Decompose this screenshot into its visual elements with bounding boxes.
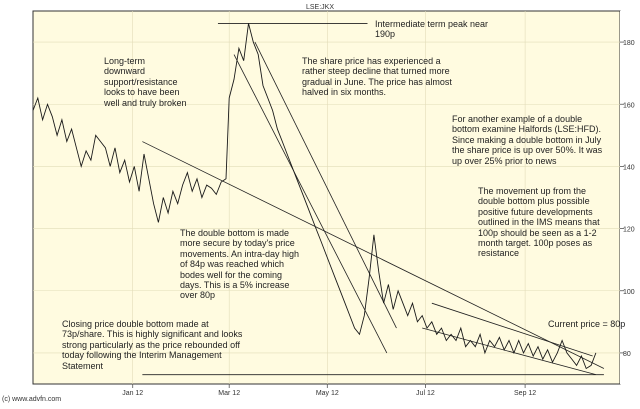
annotation-movement: The movement up from the double bottom p…: [478, 186, 600, 259]
price-series-line: [32, 23, 597, 370]
annotation-halfords: For another example of a double bottom e…: [452, 114, 603, 166]
x-tick-label: Jul 12: [416, 390, 435, 397]
annotation-double-bottom: The double bottom is made more secure by…: [180, 228, 300, 301]
trendline: [233, 54, 388, 354]
x-tick-label: Sep 12: [514, 390, 536, 397]
annotation-peak: Intermediate term peak near 190p: [375, 19, 489, 40]
x-tick-label: Mar 12: [218, 390, 240, 397]
y-tick-label: 80: [623, 351, 631, 358]
chart-title: LSE:JKX: [306, 4, 334, 11]
y-tick-label: 120: [623, 227, 635, 234]
annotation-current-price: Current price = 80p: [548, 319, 626, 329]
annotation-decline: The share price has experienced a rather…: [302, 56, 452, 98]
y-tick-label: 140: [623, 164, 635, 171]
trendline: [422, 327, 596, 376]
y-tick-label: 160: [623, 102, 635, 109]
annotation-long-term: Long-term downward support/resistance lo…: [104, 56, 187, 108]
right-axis-strip: [620, 11, 640, 384]
x-tick-label: May 12: [316, 390, 339, 397]
trendline: [431, 302, 593, 357]
y-tick-label: 100: [623, 289, 635, 296]
y-tick-label: 180: [623, 40, 635, 47]
trendline: [142, 141, 605, 369]
plot-background: [32, 10, 621, 385]
source-credit: (c) www.advfn.com: [2, 396, 61, 403]
annotation-closing: Closing price double bottom made at 73p/…: [62, 319, 243, 371]
trendline: [254, 41, 397, 329]
x-tick-label: Jan 12: [122, 390, 143, 397]
